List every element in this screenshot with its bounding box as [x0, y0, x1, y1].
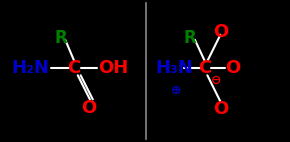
Text: O: O	[81, 99, 96, 117]
Text: O: O	[226, 59, 241, 77]
Text: OH: OH	[98, 59, 128, 77]
Text: R: R	[184, 29, 196, 47]
Text: C: C	[198, 59, 211, 77]
Text: R: R	[55, 29, 67, 47]
Text: H₂N: H₂N	[12, 59, 50, 77]
Text: ⊕: ⊕	[171, 84, 181, 97]
Text: H₃N: H₃N	[155, 59, 193, 77]
Text: ⊖: ⊖	[211, 74, 221, 87]
Text: O: O	[213, 23, 229, 41]
Text: C: C	[67, 59, 81, 77]
Text: O: O	[213, 100, 229, 118]
